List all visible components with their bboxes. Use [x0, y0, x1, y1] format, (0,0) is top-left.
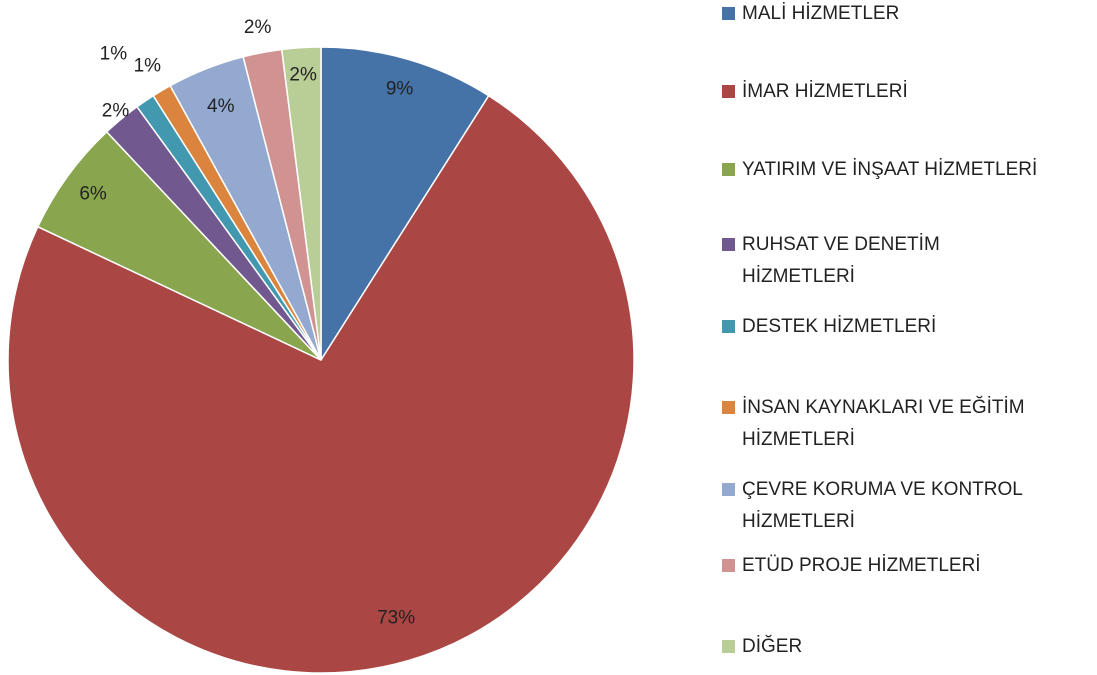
pie-area: 9% 73% 6% 2% 1% 1% 4% 2% 2%	[7, 17, 635, 674]
legend-label: ÇEVRE KORUMA VE KONTROL HİZMETLERİ	[742, 479, 1023, 532]
legend-swatch	[722, 401, 735, 414]
legend-swatch	[722, 238, 735, 251]
legend-swatch	[722, 320, 735, 333]
legend-label: ETÜD PROJE HİZMETLERİ	[742, 555, 981, 576]
pie-slice	[320, 46, 490, 363]
legend-swatch	[722, 640, 735, 653]
pie-slice	[36, 130, 322, 361]
data-label: 1%	[134, 55, 162, 76]
legend-swatch	[722, 163, 735, 176]
data-label: 2%	[102, 101, 130, 122]
legend-label: YATIRIM VE İNŞAAT HİZMETLERİ	[742, 159, 1038, 180]
data-label: 9%	[386, 79, 414, 100]
data-label: 6%	[79, 183, 107, 204]
legend-label: RUHSAT VE DENETİM HİZMETLERİ	[742, 234, 940, 287]
legend-swatch	[722, 559, 735, 572]
legend-label: İNSAN KAYNAKLARI VE EĞİTİM HİZMETLERİ	[742, 397, 1025, 450]
data-label: 2%	[289, 65, 317, 86]
legend-swatch	[722, 85, 735, 98]
legend-label: MALİ HİZMETLER	[742, 3, 900, 24]
data-label: 4%	[207, 96, 235, 117]
data-label: 73%	[377, 608, 415, 629]
legend-label: DİĞER	[742, 636, 803, 657]
data-label: 1%	[100, 44, 128, 65]
legend-swatch	[722, 483, 735, 496]
data-label: 2%	[244, 17, 272, 38]
pie-slice	[7, 94, 635, 674]
legend-label: İMAR HİZMETLERİ	[742, 81, 908, 102]
legend-label: DESTEK HİZMETLERİ	[742, 316, 937, 337]
legend-swatch	[722, 7, 735, 20]
pie-slice	[280, 46, 322, 361]
